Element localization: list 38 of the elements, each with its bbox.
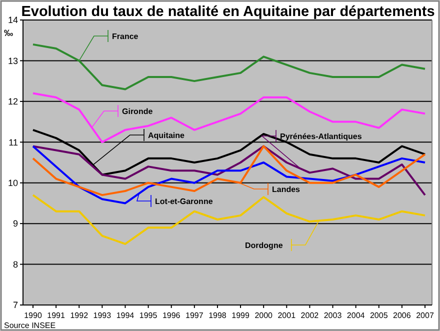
x-tick-label: 1993 xyxy=(93,311,112,320)
x-tick-label: 1992 xyxy=(70,311,89,320)
x-tick-label: 2001 xyxy=(278,311,296,320)
x-tick-label: 1991 xyxy=(47,311,66,320)
legend-label: Gironde xyxy=(122,106,154,116)
x-tick-label: 1994 xyxy=(116,311,135,320)
x-tick-label: 1997 xyxy=(186,311,204,320)
legend-label: Lot-et-Garonne xyxy=(155,196,214,206)
x-tick-label: 2004 xyxy=(346,311,366,320)
source-note: Source INSEE xyxy=(4,321,56,330)
legend-label: Landes xyxy=(272,184,301,194)
x-tick-label: 1999 xyxy=(232,311,250,320)
y-tick-label: 13 xyxy=(8,56,18,66)
y-tick-label: 8 xyxy=(12,259,18,270)
legend-label: Pyrénées-Atlantiques xyxy=(280,132,362,141)
y-tick-label: 10 xyxy=(8,178,18,188)
y-tick-label: 9 xyxy=(12,218,18,229)
y-tick-label: 7 xyxy=(12,300,18,310)
x-tick-label: 1995 xyxy=(139,311,158,320)
x-tick-label: 1996 xyxy=(162,311,181,320)
x-tick-label: 2005 xyxy=(370,311,388,320)
x-tick-label: 2000 xyxy=(254,311,274,320)
x-tick-label: 2007 xyxy=(416,311,434,320)
x-tick-label: 2006 xyxy=(393,311,412,320)
line-series xyxy=(32,92,426,144)
legend-label: France xyxy=(112,32,139,41)
y-axis-title: ‰ xyxy=(4,28,13,38)
y-tick-label: 14 xyxy=(8,15,18,26)
y-tick-label: 11 xyxy=(8,137,18,148)
line-series xyxy=(32,43,426,90)
text: Dordogne xyxy=(245,240,284,250)
x-tick-label: 1990 xyxy=(24,311,42,320)
legend-label: Aquitaine xyxy=(148,130,185,140)
x-tick-label: 2003 xyxy=(324,311,342,320)
x-tick-label: 2002 xyxy=(300,311,320,320)
x-tick-label: 1998 xyxy=(208,311,227,320)
chart-title: Evolution du taux de natalité en Aquitaine par départements xyxy=(21,4,435,20)
y-tick-label: 12 xyxy=(8,96,18,107)
